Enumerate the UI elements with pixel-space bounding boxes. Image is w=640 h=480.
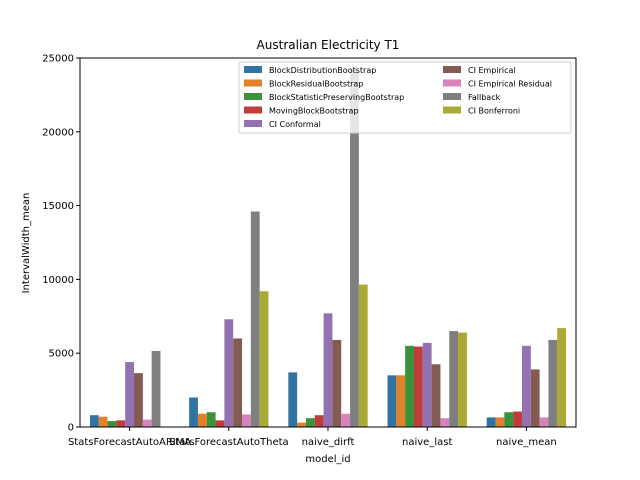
x-axis-label: model_id (305, 454, 350, 465)
legend-label: BlockDistributionBootstrap (269, 66, 376, 75)
bar-blockresidualbootstrap-3 (396, 375, 406, 427)
bar-fallback-3 (449, 331, 459, 427)
legend: BlockDistributionBootstrap BlockResidualB… (238, 61, 572, 134)
y-tick-label: 0 (68, 423, 74, 434)
bar-fallback-1 (250, 211, 260, 427)
bar-fallback-2 (350, 69, 359, 427)
bar-blockdistributionbootstrap-3 (387, 375, 397, 427)
bar-blockstatisticpreservingbootstrap-3 (405, 345, 414, 427)
bar-blockstatisticpreservingbootstrap-0 (107, 421, 117, 427)
bar-movingblockbootstrap-4 (513, 411, 522, 427)
bar-ci-empirical-4 (530, 369, 540, 427)
legend-swatch (244, 120, 262, 127)
bar-blockstatisticpreservingbootstrap-2 (305, 418, 315, 427)
bar-blockresidualbootstrap-4 (495, 417, 505, 427)
bar-movingblockbootstrap-3 (413, 346, 423, 427)
bars-layer (89, 69, 567, 427)
bar-ci-bonferroni-3 (458, 332, 467, 427)
bar-blockdistributionbootstrap-0 (89, 415, 99, 427)
bar-fallback-0 (151, 350, 161, 427)
bar-blockstatisticpreservingbootstrap-1 (206, 412, 216, 427)
legend-swatch (443, 66, 461, 73)
legend-swatch (443, 93, 461, 100)
legend-swatch (244, 79, 262, 87)
legend-label: BlockResidualBootstrap (269, 80, 363, 89)
bar-ci-bonferroni-4 (557, 328, 567, 427)
bar-ci-empirical-residual-1 (242, 414, 251, 427)
legend-box (238, 61, 572, 134)
bar-ci-conformal-1 (224, 319, 234, 427)
bar-fallback-4 (548, 339, 558, 427)
y-axis: 0 5000 10000 15000 20000 25000 (42, 54, 80, 434)
bar-blockstatisticpreservingbootstrap-4 (504, 412, 514, 427)
bar-ci-empirical-residual-0 (142, 419, 152, 427)
y-tick-label: 10000 (42, 275, 74, 286)
bar-blockdistributionbootstrap-2 (288, 372, 298, 427)
x-tick-label: naive_last (402, 437, 452, 448)
bar-ci-bonferroni-1 (259, 291, 269, 427)
x-tick-label: StatsForecastAutoARIMA (68, 437, 191, 448)
legend-label: CI Bonferroni (468, 107, 520, 116)
chart-title: Australian Electricity T1 (257, 38, 400, 52)
bar-ci-empirical-0 (134, 373, 143, 427)
bar-movingblockbootstrap-1 (215, 420, 225, 427)
legend-label: BlockStatisticPreservingBootstrap (269, 93, 404, 102)
y-tick-label: 20000 (42, 127, 74, 138)
legend-swatch (244, 66, 262, 73)
bar-ci-empirical-1 (233, 338, 243, 427)
bar-movingblockbootstrap-2 (314, 415, 324, 427)
y-axis-label: IntervalWidth_mean (21, 193, 32, 294)
bar-blockdistributionbootstrap-1 (189, 397, 198, 427)
bar-blockresidualbootstrap-1 (197, 413, 207, 427)
legend-swatch (244, 106, 262, 114)
legend-label: MovingBlockBootstrap (269, 107, 359, 116)
bar-ci-bonferroni-2 (358, 284, 368, 427)
bar-ci-empirical-residual-2 (341, 413, 351, 427)
bar-ci-conformal-0 (125, 362, 135, 427)
bar-ci-conformal-2 (323, 313, 333, 427)
y-tick-label: 25000 (42, 54, 74, 65)
bar-blockresidualbootstrap-2 (297, 422, 306, 427)
bar-movingblockbootstrap-0 (116, 420, 126, 427)
y-tick-label: 15000 (42, 201, 74, 212)
bar-ci-conformal-3 (422, 342, 432, 427)
bar-ci-conformal-4 (521, 345, 531, 427)
x-tick-label: StatsForecastAutoTheta (169, 437, 289, 448)
bar-ci-empirical-residual-3 (440, 418, 450, 427)
bar-blockresidualbootstrap-0 (98, 416, 108, 427)
legend-label: CI Empirical Residual (468, 80, 552, 89)
legend-label: CI Conformal (269, 120, 321, 129)
legend-label: Fallback (468, 93, 501, 102)
bar-ci-empirical-residual-4 (539, 417, 549, 427)
x-tick-label: naive_mean (496, 437, 557, 448)
bar-ci-empirical-3 (431, 364, 441, 427)
y-tick-label: 5000 (49, 349, 74, 360)
bar-ci-empirical-2 (332, 339, 342, 427)
x-axis: StatsForecastAutoARIMAStatsForecastAutoT… (68, 427, 557, 448)
x-tick-label: naive_dirft (302, 437, 355, 448)
legend-swatch (244, 93, 262, 100)
bar-blockdistributionbootstrap-4 (486, 417, 496, 427)
legend-swatch (443, 79, 461, 87)
legend-label: CI Empirical (468, 66, 516, 75)
legend-swatch (443, 106, 461, 114)
